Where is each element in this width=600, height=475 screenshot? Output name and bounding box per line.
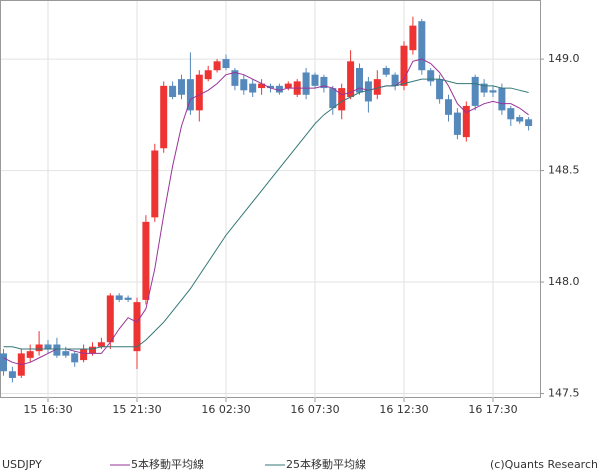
- candle-body: [462, 105, 470, 138]
- candle-body: [347, 61, 355, 97]
- candle-body: [231, 70, 239, 86]
- candle-body: [516, 117, 524, 122]
- y-tick-label: 149.0: [548, 52, 580, 65]
- candle-body: [507, 108, 515, 120]
- candle-body: [89, 346, 96, 354]
- candle-body: [311, 74, 319, 86]
- candle-body: [195, 74, 203, 111]
- candle-body: [267, 85, 274, 89]
- candle-body: [338, 88, 346, 111]
- candle-body: [525, 119, 533, 126]
- candle-body: [160, 85, 168, 149]
- candle-body: [8, 371, 16, 378]
- candle-body: [364, 81, 372, 102]
- candle-body: [35, 344, 43, 352]
- x-tick-label: 15 21:30: [112, 403, 161, 416]
- candle-body: [222, 59, 230, 69]
- candle-body: [71, 353, 79, 363]
- candle-body: [240, 79, 248, 91]
- candle-body: [0, 353, 7, 372]
- candle-body: [471, 76, 479, 106]
- candle-body: [44, 344, 52, 349]
- candle-body: [320, 76, 328, 89]
- candle-body: [80, 348, 88, 361]
- candle-body: [489, 90, 497, 93]
- candle-body: [427, 70, 435, 82]
- candle-body: [275, 85, 283, 93]
- candle-body: [453, 112, 461, 135]
- credit: (c)Quants Research: [490, 458, 598, 471]
- candle-body: [204, 70, 212, 80]
- x-tick-label: 15 16:30: [23, 403, 72, 416]
- candle-body: [26, 351, 34, 358]
- plot-frame: [0, 0, 541, 398]
- candle-body: [258, 83, 266, 89]
- candle-body: [356, 68, 363, 93]
- candle-body: [53, 344, 61, 356]
- candle-body: [445, 99, 452, 115]
- legend-label: 25本移動平均線: [286, 457, 366, 471]
- candle-body: [97, 342, 105, 347]
- candle-body: [329, 88, 337, 109]
- candle-body: [151, 150, 159, 218]
- ma-line: [3, 78, 529, 350]
- candle-body: [249, 83, 257, 93]
- x-tick-label: 16 02:30: [201, 403, 250, 416]
- ma-line: [3, 58, 529, 366]
- candle-body: [436, 79, 444, 100]
- candle-body: [498, 88, 506, 111]
- candle-body: [142, 221, 150, 300]
- candle-body: [106, 295, 114, 343]
- candle-body: [186, 79, 194, 111]
- y-tick-label: 148.0: [548, 275, 580, 288]
- candle-body: [284, 83, 292, 89]
- candle-body: [409, 25, 417, 51]
- candle-body: [169, 85, 177, 97]
- candle-body: [480, 83, 488, 93]
- y-tick-label: 147.5: [548, 387, 580, 400]
- candle-body: [62, 351, 70, 356]
- legend-label: 5本移動平均線: [131, 457, 204, 471]
- candle-body: [115, 295, 123, 300]
- candle-body: [418, 21, 426, 71]
- x-tick-label: 16 07:30: [290, 403, 339, 416]
- y-tick-label: 148.5: [548, 164, 580, 177]
- candle-body: [302, 72, 310, 95]
- candle-body: [373, 79, 381, 95]
- x-tick-label: 16 17:30: [468, 403, 517, 416]
- candle-body: [178, 79, 185, 95]
- candle-body: [382, 68, 390, 75]
- candle-body: [124, 297, 132, 300]
- symbol: USDJPY: [2, 458, 42, 471]
- candle-body: [400, 45, 408, 86]
- x-tick-label: 16 12:30: [379, 403, 428, 416]
- candle-body: [133, 302, 141, 352]
- candle-body: [391, 74, 399, 86]
- candle-body: [213, 61, 221, 71]
